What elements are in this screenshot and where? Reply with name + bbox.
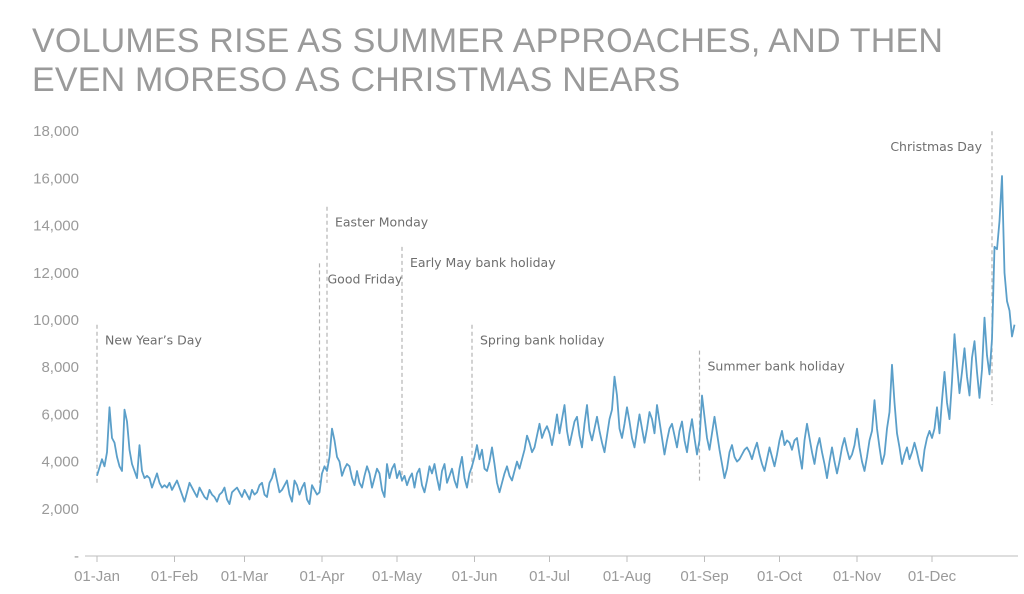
x-tick-label: 01-Jul — [529, 568, 570, 585]
event-annotations: New Year’s Day Good Friday Easter Monday Ea… — [96, 131, 993, 483]
y-tick-label: 6,000 — [41, 406, 79, 423]
y-tick-label: 14,000 — [33, 218, 79, 235]
chart-title: VOLUMES RISE AS SUMMER APPROACHES, AND T… — [32, 22, 992, 100]
y-tick-label: 10,000 — [33, 312, 79, 329]
event-annotation-label: New Year’s Day — [105, 333, 202, 348]
event-annotation-label: Early May bank holiday — [410, 255, 556, 270]
x-axis: 01-Jan 01-Feb 01-Mar 01-Apr 01-May 01-Jun 01-J… — [74, 556, 957, 585]
x-tick-label: 01-Sep — [680, 568, 728, 585]
event-annotation-label: Summer bank holiday — [708, 359, 846, 374]
event-annotation-label: Easter Monday — [335, 215, 429, 230]
event-annotation-label: Christmas Day — [890, 139, 982, 154]
x-tick-label: 01-Dec — [908, 568, 957, 585]
x-tick-label: 01-Nov — [833, 568, 882, 585]
chart-title-line-2: EVEN MORESO AS CHRISTMAS NEARS — [32, 61, 681, 99]
event-annotation-label: Good Friday — [328, 271, 403, 286]
x-tick-label: 01-Jan — [74, 568, 120, 585]
y-tick-label: 4,000 — [41, 454, 79, 471]
x-tick-label: 01-Mar — [221, 568, 269, 585]
y-tick-label: 16,000 — [33, 170, 79, 187]
x-tick-label: 01-Feb — [151, 568, 199, 585]
y-tick-label: 2,000 — [41, 501, 79, 518]
x-tick-label: 01-Apr — [299, 568, 344, 585]
x-tick-label: 01-Jun — [452, 568, 498, 585]
y-tick-label: 12,000 — [33, 265, 79, 282]
chart-title-line-1: VOLUMES RISE AS SUMMER APPROACHES, AND T… — [32, 22, 944, 60]
x-tick-label: 01-Oct — [757, 568, 803, 585]
x-tick-label: 01-May — [372, 568, 423, 585]
y-axis: - 2,000 4,000 6,000 8,000 10,000 12,000 14,000 1… — [33, 123, 79, 565]
y-tick-label: 8,000 — [41, 359, 79, 376]
series-line-volumes — [96, 175, 1016, 505]
x-tick-label: 01-Aug — [603, 568, 651, 585]
y-tick-label: 18,000 — [33, 123, 79, 140]
y-tick-label: - — [74, 548, 79, 565]
event-annotation-label: Spring bank holiday — [480, 333, 605, 348]
